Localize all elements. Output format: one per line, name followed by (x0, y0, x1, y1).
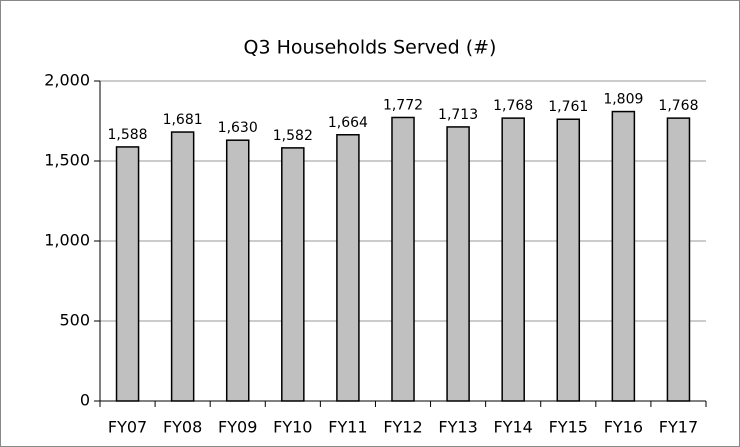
data-label: 1,761 (548, 99, 588, 115)
data-label: 1,664 (328, 115, 368, 131)
x-tick-label: FY12 (383, 418, 422, 437)
bar (666, 117, 691, 402)
data-label: 1,713 (438, 107, 478, 123)
data-label: 1,772 (383, 97, 423, 113)
bar (115, 146, 140, 402)
y-tick-label: 2,000 (44, 71, 90, 90)
bar (170, 131, 195, 402)
bar (225, 139, 250, 402)
data-label: 1,768 (493, 98, 533, 114)
data-label: 1,681 (163, 112, 203, 128)
x-tick-label: FY17 (659, 418, 698, 437)
bar (501, 117, 525, 402)
data-label: 1,588 (107, 127, 147, 143)
bar (281, 147, 305, 402)
data-label: 1,582 (273, 128, 313, 144)
bar (391, 116, 415, 402)
y-tick-label: 1,500 (44, 151, 90, 170)
y-tick-label: 1,000 (44, 231, 90, 250)
y-tick-label: 0 (80, 391, 90, 410)
y-tick-label: 500 (59, 311, 90, 330)
x-tick-label: FY16 (604, 418, 643, 437)
bar (611, 110, 636, 402)
bar (556, 118, 581, 402)
x-tick-label: FY13 (438, 418, 477, 437)
data-label: 1,768 (658, 98, 698, 114)
x-tick-label: FY08 (163, 418, 202, 437)
x-tick-label: FY14 (494, 418, 533, 437)
x-tick-label: FY07 (108, 418, 147, 437)
x-tick-label: FY09 (218, 418, 257, 437)
data-label: 1,630 (218, 120, 258, 136)
bar (446, 126, 470, 402)
chart-title: Q3 Households Served (#) (244, 37, 497, 59)
x-tick-label: FY11 (328, 418, 367, 437)
x-tick-label: FY15 (549, 418, 588, 437)
x-tick-label: FY10 (273, 418, 312, 437)
data-label: 1,809 (603, 92, 643, 108)
bar (336, 134, 360, 402)
